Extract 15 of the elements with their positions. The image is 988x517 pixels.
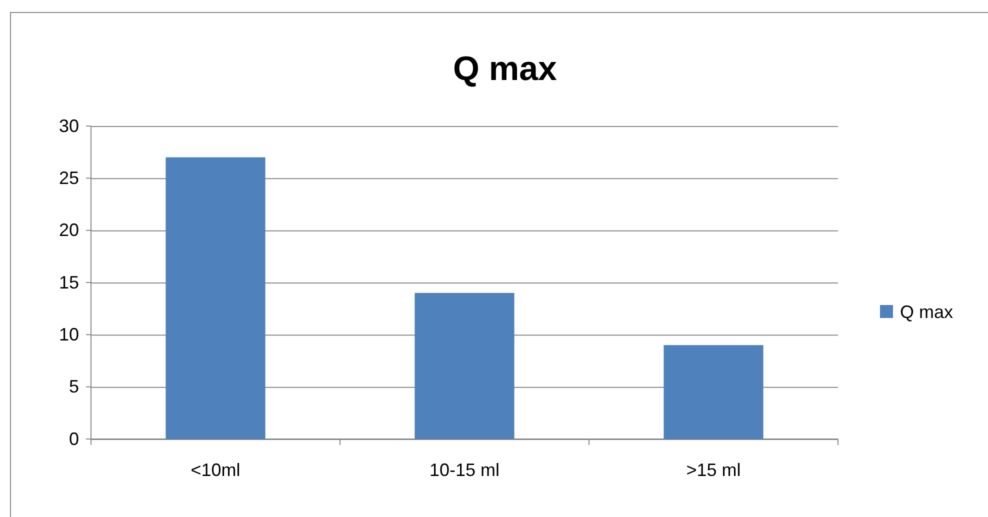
- y-tick-label: 25: [58, 168, 79, 188]
- x-tick-label: 10-15 ml: [429, 460, 500, 480]
- y-tick-label: 5: [68, 376, 79, 397]
- bar: [414, 292, 514, 439]
- legend-label: Q max: [900, 302, 954, 322]
- x-tick-label: >15 ml: [686, 460, 741, 480]
- y-tick-label: 0: [68, 428, 79, 449]
- chart-title: Q max: [453, 50, 558, 88]
- y-tick-label: 15: [58, 272, 79, 292]
- y-tick-label: 30: [58, 116, 79, 136]
- x-tick-label: <10ml: [190, 460, 240, 480]
- y-tick-label: 10: [58, 324, 79, 344]
- y-tick-label: 20: [58, 220, 79, 240]
- bar: [664, 345, 764, 439]
- bar: [166, 157, 266, 439]
